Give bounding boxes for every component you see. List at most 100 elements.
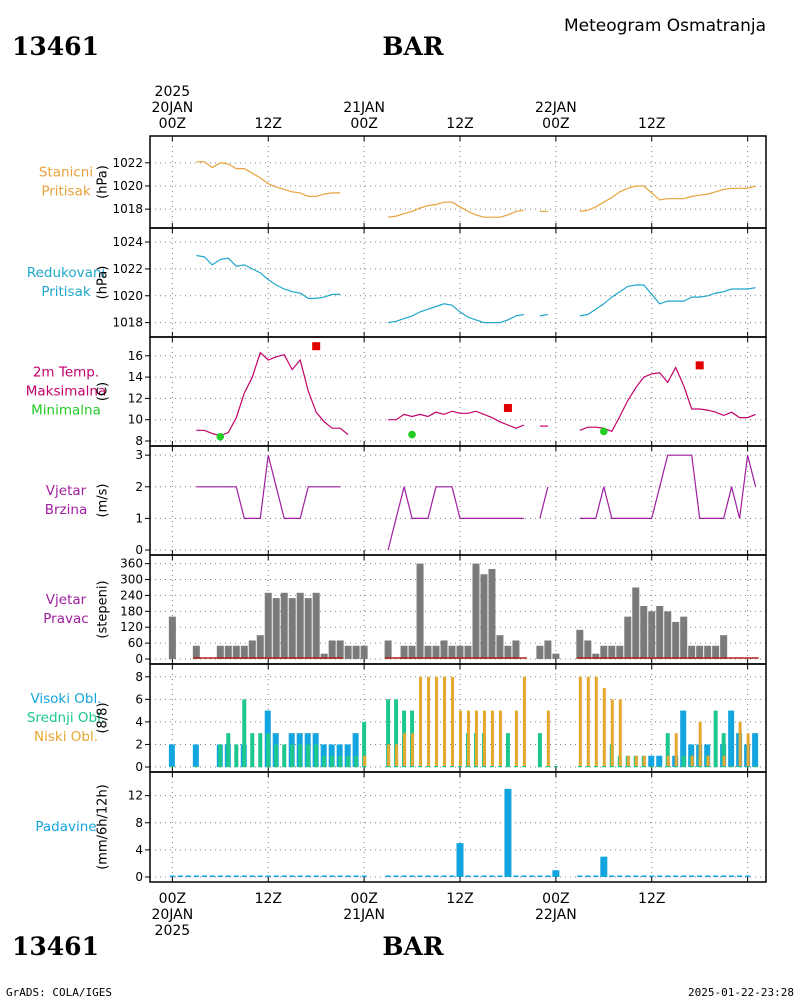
series-line	[579, 366, 756, 433]
panel-label: Vjetar	[46, 483, 87, 499]
wind-direction-bar	[280, 592, 288, 659]
series-line	[539, 313, 549, 317]
precip-baseline-mark	[409, 875, 415, 877]
precip-baseline-mark	[225, 875, 231, 877]
wind-direction-bar	[456, 645, 464, 659]
software-credit: GrADS: COLA/IGES	[6, 986, 112, 999]
wind-direction-bar	[416, 563, 424, 659]
cloud-bar	[226, 733, 231, 767]
precip-bar	[600, 856, 608, 877]
precip-baseline-mark	[585, 875, 591, 877]
cloud-bar	[394, 699, 399, 767]
precip-baseline-mark	[657, 875, 663, 877]
y-tick-label: 0	[135, 760, 143, 774]
y-tick-label: 180	[120, 604, 143, 618]
series-line	[579, 185, 756, 212]
precip-baseline-mark	[273, 875, 279, 877]
precip-baseline-mark	[593, 875, 599, 877]
cloud-baseline-mark	[505, 766, 510, 768]
wind-direction-bar	[672, 621, 680, 659]
cloud-baseline-mark	[489, 766, 494, 768]
cloud-baseline-mark	[681, 766, 686, 768]
cloud-bar	[266, 733, 271, 767]
precip-baseline-mark	[729, 875, 735, 877]
cloud-baseline-mark	[601, 766, 606, 768]
cloud-bar	[698, 721, 702, 767]
cloud-bar	[443, 676, 447, 767]
panel-label: Minimalna	[31, 403, 101, 419]
cloud-bar	[586, 676, 590, 767]
cloud-bar	[458, 710, 462, 767]
precip-baseline-mark	[193, 875, 199, 877]
cloud-baseline-mark	[721, 766, 726, 768]
station-name: BAR	[382, 32, 444, 61]
y-axis-unit: (C)	[96, 382, 111, 401]
cloud-bar	[690, 755, 694, 767]
wind-direction-bar	[264, 592, 272, 659]
panel-frame	[149, 445, 767, 556]
cloud-bar	[306, 744, 311, 767]
y-tick-label: 360	[120, 557, 143, 571]
wind-direction-bar	[616, 645, 624, 659]
cloud-baseline-mark	[402, 766, 407, 768]
y-tick-label: 2	[135, 480, 143, 494]
wind-direction-bar	[432, 645, 440, 659]
wind-direction-bar	[544, 640, 552, 659]
cloud-baseline-mark	[450, 766, 455, 768]
precip-baseline-mark	[417, 875, 423, 877]
precip-baseline-mark	[257, 875, 263, 877]
precip-baseline-mark	[673, 875, 679, 877]
top-axis-label: 00Z	[159, 116, 186, 132]
panel-label: Padavine	[35, 819, 96, 835]
wind-direction-bar	[656, 606, 664, 659]
cloud-bar	[514, 710, 518, 767]
cloud-baseline-mark	[577, 766, 582, 768]
precip-baseline-mark	[393, 875, 399, 877]
top-axis-label: 00Z	[542, 116, 569, 132]
panel-label: Vjetar	[46, 592, 87, 608]
cloud-baseline-mark	[258, 766, 263, 768]
cloud-baseline-mark	[593, 766, 598, 768]
precip-baseline-mark	[465, 875, 471, 877]
cloud-bar	[722, 755, 726, 767]
y-tick-label: 120	[120, 620, 143, 634]
precip-baseline-mark	[185, 875, 191, 877]
cloud-bar	[665, 733, 670, 767]
panel-label: Srednji Obl.	[27, 710, 105, 726]
tmax-marker	[503, 403, 512, 412]
wind-direction-bar	[344, 645, 352, 659]
chart-subtitle: Meteogram Osmatranja	[564, 16, 766, 36]
wind-direction-bar	[232, 645, 240, 659]
cloud-bar	[706, 755, 710, 767]
cloud-bar	[634, 755, 638, 767]
cloud-bar	[474, 710, 478, 767]
wind-direction-bar	[272, 598, 280, 659]
y-tick-label: 4	[135, 715, 143, 729]
tmin-marker	[216, 432, 225, 441]
y-tick-label: 10	[128, 413, 143, 427]
y-tick-label: 16	[128, 349, 143, 363]
cloud-baseline-mark	[226, 766, 231, 768]
panel-label: Pritisak	[41, 284, 91, 300]
cloud-bar	[498, 710, 502, 767]
cloud-bar	[298, 744, 303, 767]
panel-label: Niski Obl.	[34, 729, 98, 745]
precip-baseline-mark	[313, 875, 319, 877]
cloud-baseline-mark	[745, 766, 750, 768]
cloud-bar	[721, 733, 726, 767]
top-axis-label: 21JAN	[343, 100, 385, 116]
cloud-baseline-mark	[322, 766, 327, 768]
cloud-baseline-mark	[553, 766, 558, 768]
cloud-baseline-mark	[457, 766, 462, 768]
cloud-baseline-mark	[713, 766, 718, 768]
precip-baseline-mark	[217, 875, 223, 877]
tmax-marker	[312, 342, 321, 351]
precip-baseline-mark	[537, 875, 543, 877]
precip-baseline-mark	[353, 875, 359, 877]
precip-baseline-mark	[345, 875, 351, 877]
precip-baseline-mark	[577, 875, 583, 877]
wind-direction-bar	[216, 645, 224, 659]
cloud-bar	[594, 676, 598, 767]
cloud-bar	[218, 744, 223, 767]
